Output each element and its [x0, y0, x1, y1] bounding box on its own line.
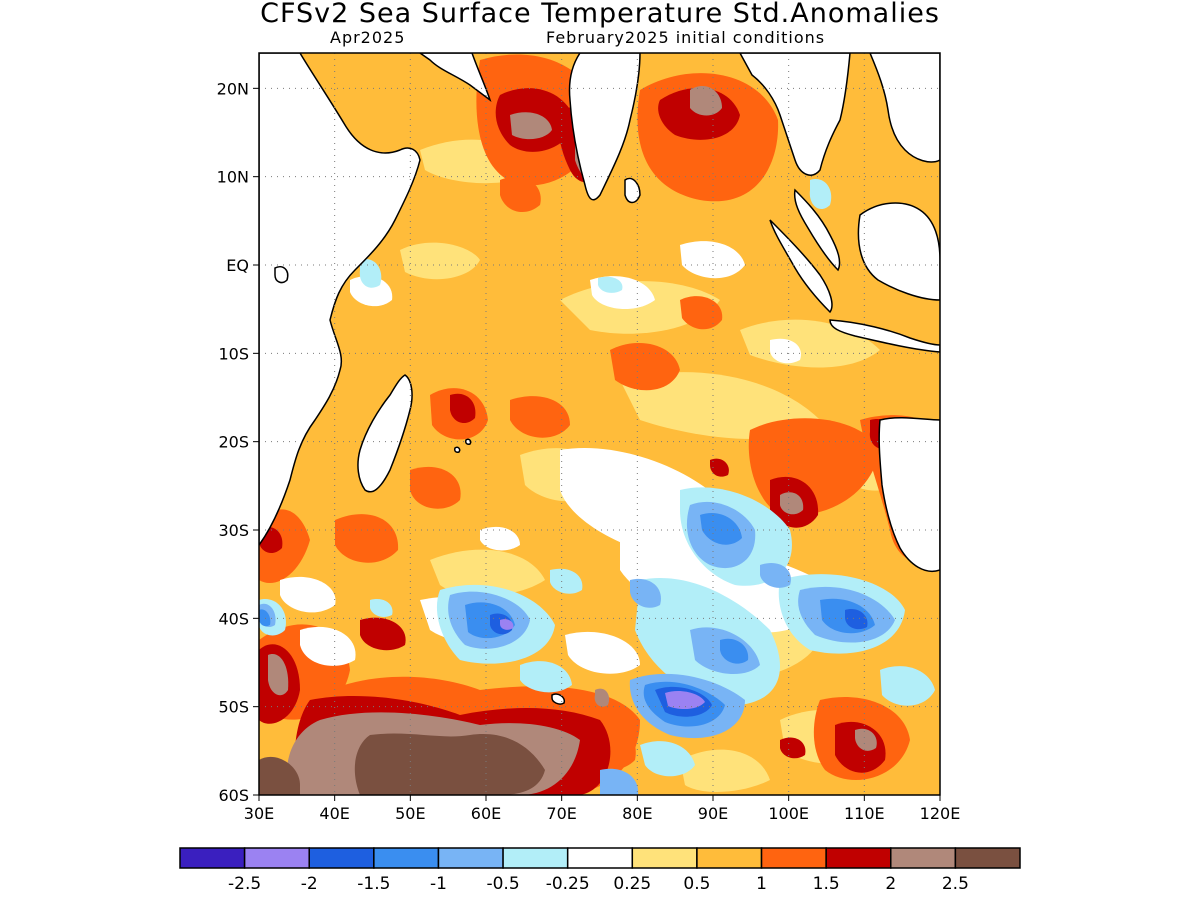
- colorbar-swatch: [243, 847, 310, 869]
- lat-tick-label: 10N: [217, 168, 249, 187]
- colorbar-label: -1.5: [357, 874, 390, 894]
- plot-frame: [258, 52, 941, 796]
- colorbar: [179, 847, 1021, 869]
- initial-conditions: February2025 initial conditions: [546, 28, 826, 47]
- lon-tick-label: 50E: [395, 804, 425, 823]
- colorbar-swatch: [502, 847, 569, 869]
- anomaly-field: [259, 53, 940, 795]
- colorbar-label: -1: [430, 874, 447, 894]
- latitude-labels: 20N 10N EQ 10S 20S 30S 40S 50S 60S: [217, 79, 249, 805]
- lon-tick-label: 60E: [471, 804, 501, 823]
- colorbar-swatch: [890, 847, 957, 869]
- colorbar-swatch: [566, 847, 634, 869]
- anomaly-gt-25: [259, 733, 545, 795]
- lat-tick-label: 20S: [218, 433, 249, 452]
- colorbar-swatch: [696, 847, 763, 869]
- colorbar-label: -2: [301, 874, 318, 894]
- colorbar-label: 0.25: [613, 874, 651, 894]
- lat-tick-label: 20N: [217, 79, 249, 98]
- colorbar-swatch: [437, 847, 504, 869]
- lon-tick-label: 100E: [768, 804, 809, 823]
- colorbar-swatch: [179, 847, 246, 869]
- lon-tick-label: 40E: [319, 804, 349, 823]
- lat-tick-label: 50S: [218, 698, 249, 717]
- lat-tick-label: 30S: [218, 521, 249, 540]
- lon-tick-label: 80E: [622, 804, 652, 823]
- lat-tick-label: 40S: [218, 609, 249, 628]
- colorbar-swatch: [825, 847, 892, 869]
- colorbar-label: 2.5: [942, 874, 969, 894]
- colorbar-swatch: [760, 847, 827, 869]
- colorbar-label: 2: [885, 874, 896, 894]
- anomaly-neg-2: [500, 619, 705, 710]
- colorbar-label: -0.5: [486, 874, 519, 894]
- land: [259, 53, 940, 705]
- lat-tick-label: 60S: [218, 786, 249, 805]
- lon-tick-label: 120E: [920, 804, 961, 823]
- colorbar-label: 1: [756, 874, 767, 894]
- lon-tick-label: 90E: [698, 804, 728, 823]
- forecast-month: Apr2025: [330, 28, 406, 47]
- graticule: [259, 53, 940, 795]
- colorbar-swatch: [308, 847, 375, 869]
- colorbar-labels: -2.5 -2 -1.5 -1 -0.5 -0.25 0.25 0.5 1 1.5 2 2.5: [228, 874, 969, 894]
- map-title: CFSv2 Sea Surface Temperature Std.Anomal…: [260, 0, 940, 29]
- colorbar-label: 1.5: [813, 874, 840, 894]
- lat-tick-label: 10S: [218, 344, 249, 363]
- colorbar-label: 0.5: [683, 874, 710, 894]
- lon-tick-label: 30E: [244, 804, 274, 823]
- longitude-labels: 30E 40E 50E 60E 70E 80E 90E 100E 110E 120E: [244, 804, 961, 823]
- lat-tick-label: EQ: [226, 256, 249, 275]
- colorbar-label: -0.25: [546, 874, 590, 894]
- colorbar-swatch: [631, 847, 698, 869]
- colorbar-swatch: [373, 847, 440, 869]
- colorbar-swatch: [954, 847, 1021, 869]
- lon-tick-label: 70E: [546, 804, 576, 823]
- colorbar-label: -2.5: [228, 874, 261, 894]
- axis-ticks: [253, 87, 941, 801]
- lon-tick-label: 110E: [844, 804, 885, 823]
